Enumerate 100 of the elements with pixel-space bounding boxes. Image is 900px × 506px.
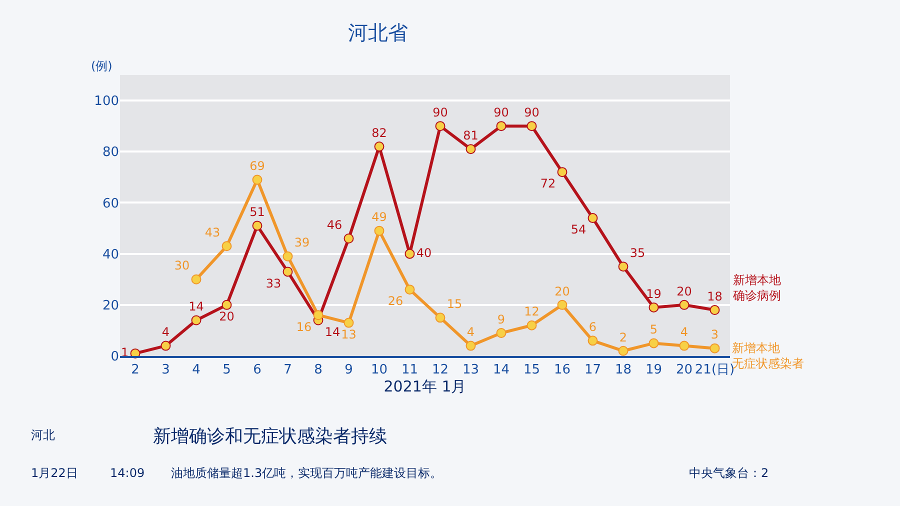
point: [404, 248, 415, 259]
data-label: 16: [296, 320, 312, 334]
point: [618, 262, 628, 272]
x-tick-label: 14: [492, 362, 510, 378]
chart-title: 河北省: [348, 20, 408, 44]
data-label: 18: [707, 289, 722, 304]
data-label: 20: [219, 310, 234, 324]
series-label: 新增本地确诊病例: [732, 273, 781, 303]
x-tick-label: 2: [131, 362, 140, 378]
point: [435, 312, 446, 323]
point: [435, 121, 446, 132]
x-tick-label: 5: [222, 362, 231, 378]
x-tick-label: 16: [554, 362, 571, 378]
point: [404, 284, 415, 295]
x-tick-label: 4: [192, 362, 200, 378]
point: [557, 300, 568, 310]
data-label: 13: [341, 327, 356, 342]
point: [252, 174, 262, 185]
data-label: 69: [250, 159, 265, 174]
data-label: 20: [554, 284, 570, 298]
data-label: 3: [710, 328, 719, 342]
data-label: 72: [540, 176, 556, 191]
x-tick-label: 8: [314, 362, 322, 378]
point: [648, 338, 659, 348]
text: 中央气象台：2: [689, 466, 769, 480]
data-label: 33: [266, 276, 282, 290]
data-label: 40: [416, 246, 432, 260]
x-tick-label: 3: [162, 362, 170, 378]
point: [374, 142, 384, 152]
data-label: 4: [162, 325, 170, 340]
point: [160, 340, 171, 351]
data-label: 90: [524, 105, 540, 120]
y-axis-title: (例): [91, 59, 112, 73]
point: [496, 121, 506, 132]
x-axis-title: 2021年 1月: [384, 378, 466, 396]
data-label: 39: [294, 236, 310, 250]
data-label: 46: [326, 218, 342, 232]
point: [710, 343, 720, 354]
x-tick-label: 10: [370, 362, 388, 378]
text: 新增确诊和无症状感染者持续: [153, 426, 387, 447]
point: [710, 305, 720, 316]
data-label: 54: [570, 222, 586, 237]
data-label: 51: [250, 205, 265, 220]
y-tick-label: 0: [110, 350, 119, 365]
point: [344, 233, 354, 244]
data-label: 4: [466, 325, 475, 340]
point: [313, 310, 324, 320]
point: [191, 274, 202, 284]
data-label: 35: [630, 246, 646, 260]
x-tick-label: 9: [344, 362, 353, 378]
data-label: 4: [680, 325, 688, 340]
point: [648, 302, 659, 312]
point: [557, 167, 568, 178]
text: 油地质储量超1.3亿吨，实现百万吨产能建设目标。: [171, 466, 442, 480]
x-tick-label: 12: [432, 362, 449, 378]
point: [679, 300, 690, 310]
point: [344, 318, 354, 328]
data-label: 14: [324, 324, 340, 339]
point: [222, 241, 232, 252]
data-label: 82: [372, 126, 387, 140]
series-label: 新增本地无症状感染者: [732, 341, 804, 371]
y-tick-label: 60: [102, 196, 119, 212]
point: [526, 320, 537, 330]
data-label: 2: [619, 330, 628, 344]
x-tick-label: 19: [645, 362, 662, 378]
data-label: 14: [188, 300, 204, 314]
x-tick-label: 13: [462, 362, 480, 378]
data-label: 90: [494, 105, 509, 120]
data-label: 20: [676, 284, 692, 298]
point: [191, 315, 202, 326]
data-label: 5: [650, 322, 658, 337]
data-label: 9: [497, 312, 506, 326]
x-tick-label: 11: [401, 362, 418, 378]
x-tick-label: 15: [523, 362, 540, 378]
point: [252, 220, 262, 231]
point: [282, 266, 293, 277]
point: [679, 340, 690, 351]
x-tick-label: 20: [676, 362, 693, 378]
data-label: 26: [388, 294, 404, 308]
y-tick-label: 40: [102, 247, 119, 262]
point: [618, 346, 628, 356]
text: 1月22日: [31, 466, 78, 480]
point: [222, 300, 232, 310]
point: [588, 213, 598, 224]
data-label: 6: [588, 320, 597, 334]
y-tick-label: 80: [102, 145, 119, 160]
point: [466, 144, 476, 154]
point: [374, 226, 384, 236]
point: [588, 336, 598, 346]
point: [496, 328, 506, 338]
data-label: 19: [646, 286, 662, 301]
x-tick-label: 18: [614, 362, 632, 378]
data-label: 90: [432, 105, 448, 120]
x-tick-label: 7: [284, 362, 292, 378]
data-label: 49: [372, 210, 387, 224]
data-label: 81: [463, 128, 478, 142]
point: [526, 121, 537, 132]
text: 14:09: [110, 466, 145, 480]
y-tick-label: 20: [102, 298, 119, 314]
data-label: 43: [204, 226, 220, 240]
